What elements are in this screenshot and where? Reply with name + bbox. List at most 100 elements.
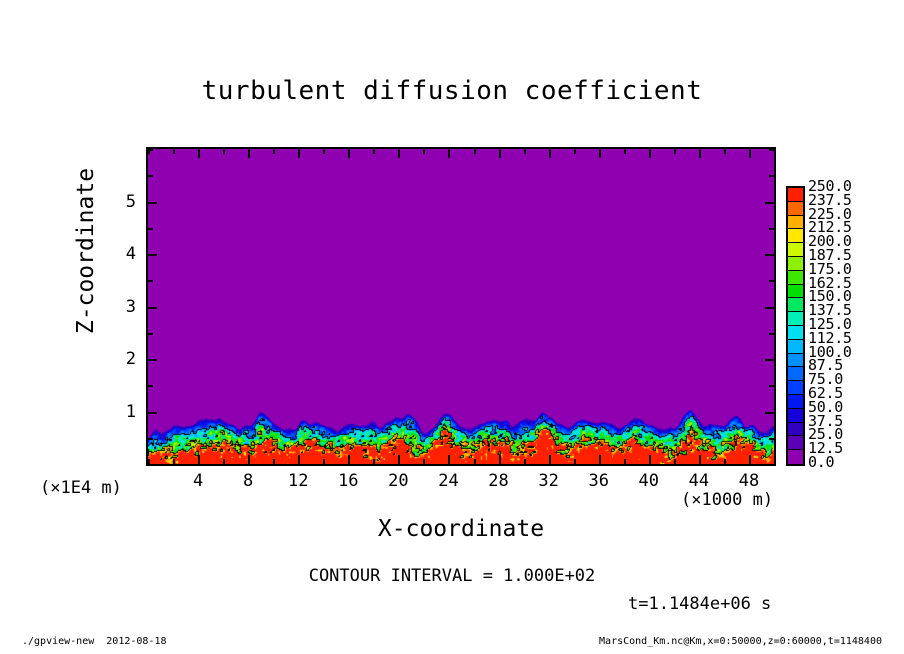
y-tick-left [148, 464, 153, 466]
x-tick-bottom [448, 455, 451, 464]
x-tick-top [423, 149, 426, 154]
colorbar-tick-label: 37.5 [808, 411, 843, 430]
x-tick-bottom [573, 459, 576, 464]
colorbar-tick-label: 25.0 [808, 425, 843, 444]
x-tick-bottom [348, 455, 351, 464]
y-tick-right [769, 464, 774, 466]
x-tick-bottom [473, 459, 476, 464]
x-tick-top [473, 149, 476, 154]
x-tick-bottom [148, 459, 150, 464]
x-tick-top [523, 149, 526, 154]
y-tick-left [148, 385, 153, 388]
x-tick-bottom [723, 459, 726, 464]
x-tick-label: 32 [538, 471, 559, 491]
heatmap-canvas [148, 149, 774, 464]
x-axis-unit: (×1000 m) [681, 490, 774, 510]
colorbar-band [788, 243, 803, 257]
y-tick-left [148, 411, 157, 414]
x-tick-bottom [673, 459, 676, 464]
y-axis-label: Z-coordinate [73, 167, 99, 335]
x-tick-bottom [398, 455, 401, 464]
y-tick-left [148, 280, 153, 283]
y-tick-left [148, 175, 153, 178]
y-tick-left [148, 254, 157, 256]
colorbar-band [788, 270, 803, 285]
colorbar-tick-label: 225.0 [808, 204, 852, 223]
x-tick-label: 24 [438, 471, 459, 491]
x-tick-bottom [173, 459, 176, 464]
x-axis-label: X-coordinate [377, 516, 545, 542]
colorbar [786, 186, 805, 466]
colorbar-band [788, 339, 803, 354]
y-tick-label: 5 [125, 191, 136, 212]
x-tick-top [173, 149, 176, 154]
x-tick-label: 48 [738, 471, 760, 491]
x-tick-top [273, 149, 276, 154]
y-tick-right [765, 411, 774, 414]
x-tick-top [623, 149, 626, 154]
colorbar-tick-label: 162.5 [808, 273, 852, 292]
x-tick-top [448, 149, 451, 158]
colorbar-band [788, 381, 803, 395]
colorbar-tick-label: 0.0 [808, 453, 835, 471]
y-tick-left [148, 149, 153, 151]
colorbar-band [788, 450, 803, 464]
x-tick-top [573, 149, 576, 154]
colorbar-tick-label: 212.5 [808, 218, 852, 237]
x-tick-top [223, 149, 226, 154]
x-tick-bottom [323, 459, 326, 464]
x-tick-label: 44 [688, 471, 710, 491]
y-tick-left [148, 227, 153, 230]
colorbar-band [788, 257, 803, 271]
x-tick-label: 40 [638, 471, 660, 491]
colorbar-tick-label: 200.0 [808, 232, 852, 251]
y-tick-right [769, 332, 774, 335]
x-tick-bottom [498, 455, 501, 464]
x-tick-bottom [223, 459, 226, 464]
colorbar-tick-label: 125.0 [808, 315, 852, 333]
y-tick-left [148, 437, 153, 440]
x-tick-bottom [298, 455, 301, 464]
x-tick-label: 12 [287, 471, 309, 491]
colorbar-band [788, 188, 803, 202]
x-tick-label: 36 [588, 471, 609, 491]
colorbar-tick-label: 187.5 [808, 246, 852, 264]
x-tick-bottom [373, 459, 376, 464]
x-tick-top [548, 149, 551, 158]
colorbar-tick-label: 112.5 [808, 328, 852, 347]
colorbar-tick-label: 75.0 [808, 370, 843, 389]
colorbar-band [788, 229, 803, 244]
colorbar-tick-label: 100.0 [808, 342, 852, 361]
x-tick-bottom [698, 455, 701, 464]
x-tick-top [323, 149, 326, 154]
colorbar-band [788, 367, 803, 382]
x-tick-label: 16 [338, 471, 359, 491]
y-tick-right [765, 359, 774, 361]
x-tick-bottom [648, 455, 651, 464]
x-tick-top [248, 149, 251, 158]
footer-command: ./gpview-new 2012-08-18 [22, 636, 167, 647]
x-tick-label: 20 [388, 471, 409, 491]
y-tick-label: 4 [125, 244, 136, 264]
x-tick-bottom [774, 459, 776, 464]
y-tick-label: 3 [125, 296, 136, 317]
x-tick-top [598, 149, 601, 158]
footer-dataset-info: MarsCond_Km.nc@Km,x=0:50000,z=0:60000,t=… [599, 636, 882, 647]
y-tick-right [765, 201, 774, 204]
x-tick-top [398, 149, 401, 158]
plot-area [146, 147, 776, 466]
x-tick-bottom [598, 455, 601, 464]
colorbar-band [788, 353, 803, 368]
x-tick-bottom [273, 459, 276, 464]
colorbar-tick-label: 62.5 [808, 384, 843, 402]
contour-interval-note: CONTOUR INTERVAL = 1.000E+02 [308, 566, 596, 586]
colorbar-band [788, 408, 803, 423]
colorbar-tick-label: 137.5 [808, 301, 852, 320]
y-tick-left [148, 359, 157, 361]
x-tick-bottom [248, 455, 251, 464]
colorbar-tick-label: 150.0 [808, 287, 852, 306]
x-tick-top [774, 149, 776, 154]
x-tick-bottom [623, 459, 626, 464]
colorbar-band [788, 395, 803, 409]
